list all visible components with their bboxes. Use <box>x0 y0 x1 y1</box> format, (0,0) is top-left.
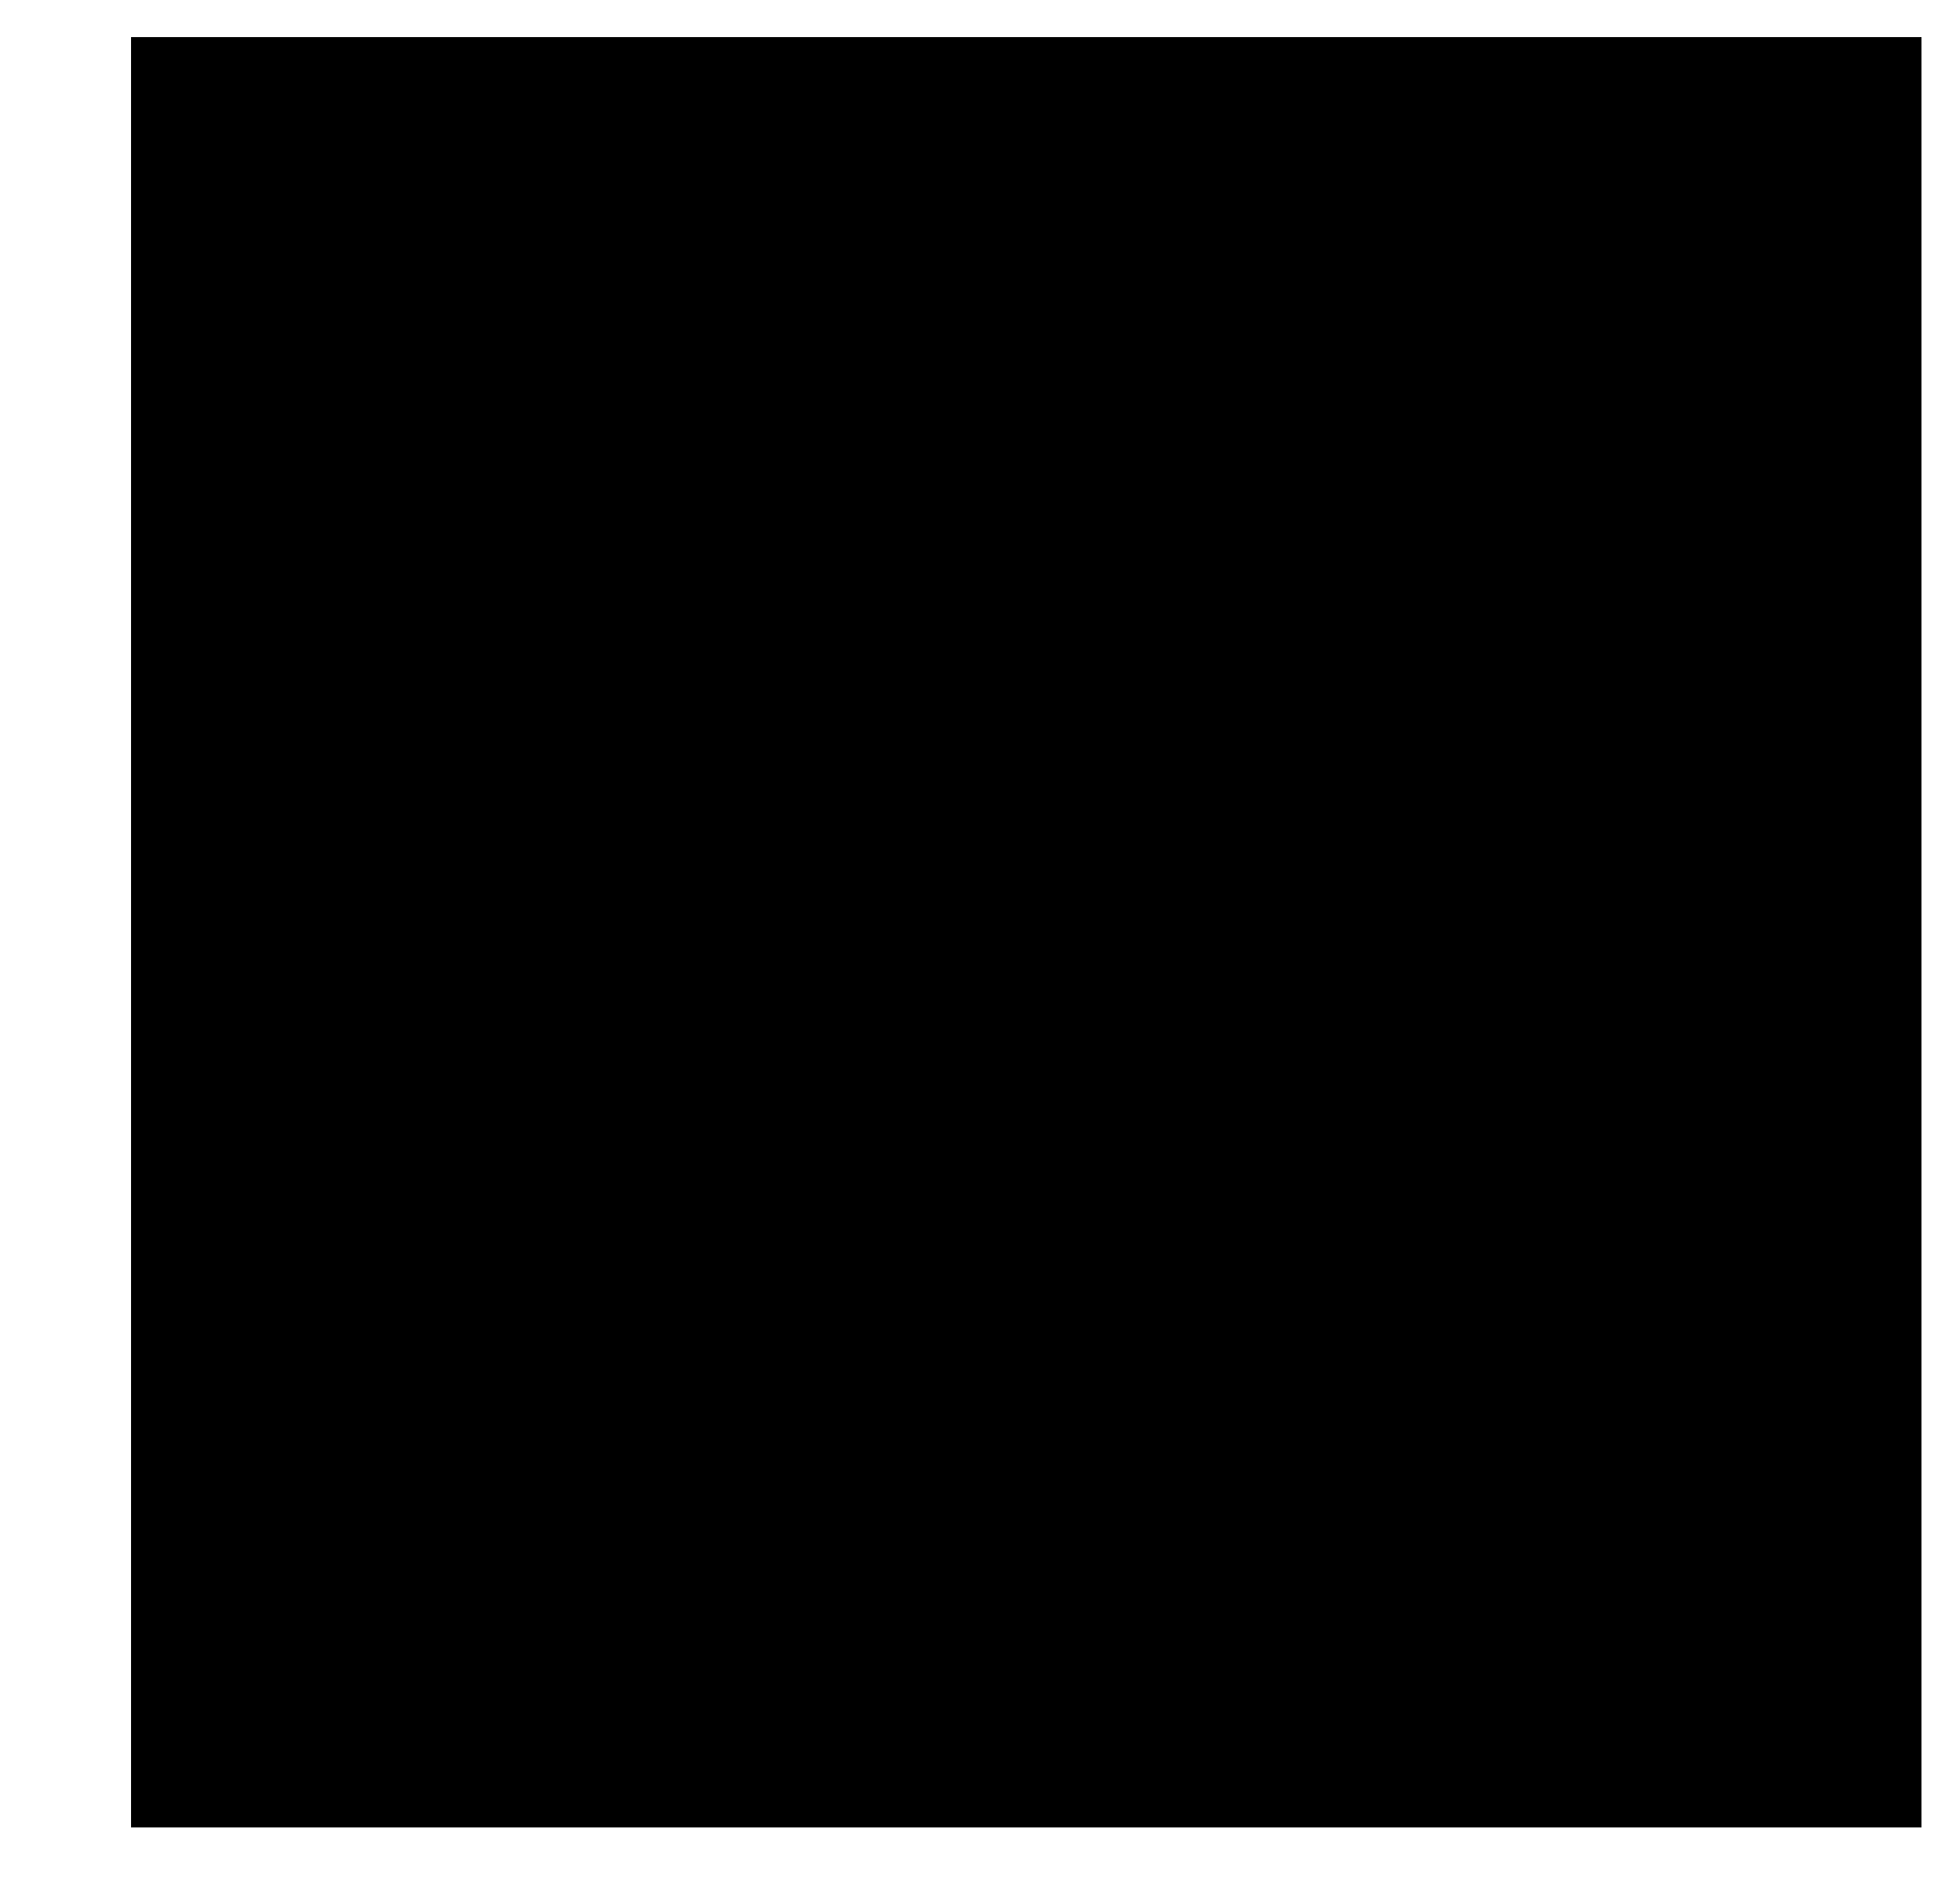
word-cloud-canvas <box>131 37 1921 1827</box>
word-cloud <box>131 37 1921 1827</box>
